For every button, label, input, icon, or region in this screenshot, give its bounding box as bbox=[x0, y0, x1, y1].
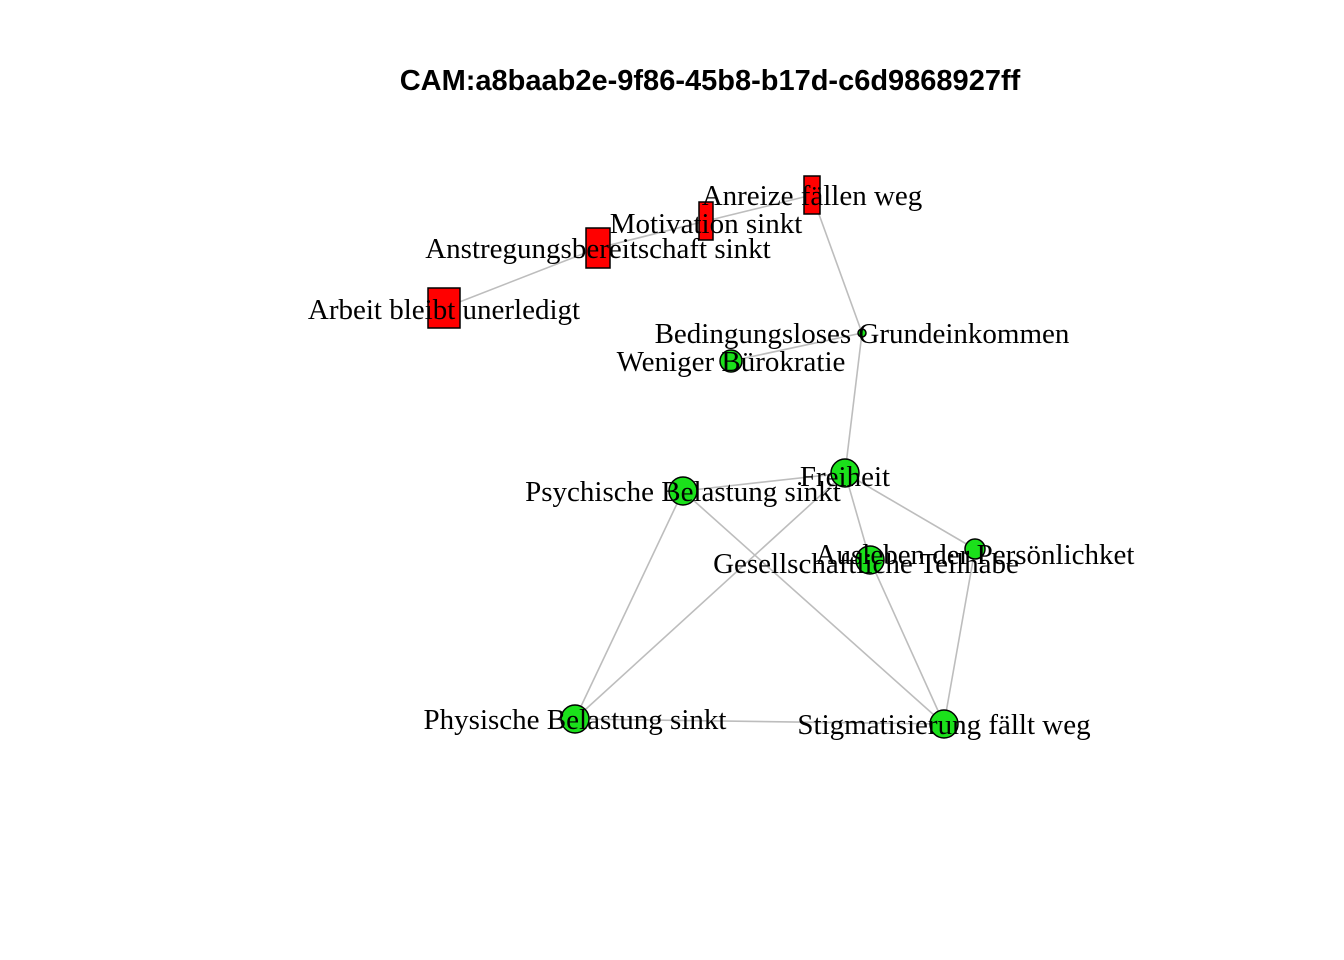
node-arbeit bbox=[427, 287, 461, 329]
node-anreize bbox=[803, 175, 821, 215]
node-label-physisch: Physische Belastung sinkt bbox=[424, 704, 727, 736]
edge-bge-buerokratie bbox=[730, 332, 863, 362]
node-teilhabe bbox=[855, 545, 885, 575]
node-label-arbeit: Arbeit bleibt unerledigt bbox=[308, 294, 580, 326]
node-freiheit bbox=[830, 458, 860, 488]
edge-bge-freiheit bbox=[844, 332, 863, 474]
edge-freiheit-physisch bbox=[574, 472, 846, 720]
node-physisch bbox=[560, 704, 590, 734]
node-label-anstrengung: Anstregungsbereitschaft sinkt bbox=[425, 233, 771, 265]
node-label-freiheit: Freiheit bbox=[800, 461, 890, 493]
edge-freiheit-teilhabe bbox=[844, 472, 871, 561]
node-label-psychisch: Psychische Belastung sinkt bbox=[525, 476, 841, 508]
edge-physisch-stigma bbox=[574, 718, 945, 725]
node-buerokratie bbox=[719, 349, 743, 373]
node-motivation bbox=[698, 201, 714, 241]
node-label-stigma: Stigmatisierung fällt weg bbox=[797, 709, 1090, 741]
edge-psychisch-physisch bbox=[574, 490, 684, 720]
edge-freiheit-psychisch bbox=[682, 472, 846, 492]
node-label-ausleben: Ausleben der Persönlichket bbox=[816, 539, 1135, 571]
node-label-anreize: Anreize fällen weg bbox=[702, 180, 923, 212]
node-label-buerokratie: Weniger Bürokratie bbox=[617, 346, 846, 378]
node-stigma bbox=[929, 709, 959, 739]
node-label-bge: Bedingungsloses Grundeinkommen bbox=[655, 318, 1070, 350]
node-anstrengung bbox=[585, 227, 611, 269]
edge-psychisch-stigma bbox=[682, 490, 945, 725]
edge-layer bbox=[443, 194, 976, 725]
edge-ausleben-stigma bbox=[943, 548, 976, 725]
edge-arbeit-anstrengung bbox=[443, 247, 599, 309]
edge-anreize-bge bbox=[811, 194, 863, 334]
map-title: CAM:a8baab2e-9f86-45b8-b17d-c6d9868927ff bbox=[400, 65, 1021, 97]
node-bge bbox=[857, 328, 867, 338]
node-label-teilhabe: Gesellschaftliche Teilhabe bbox=[713, 548, 1019, 580]
node-layer bbox=[427, 175, 986, 739]
edge-motivation-anreize bbox=[705, 194, 813, 222]
edge-teilhabe-stigma bbox=[869, 559, 945, 725]
edge-freiheit-ausleben bbox=[844, 472, 976, 550]
edge-anstrengung-motivation bbox=[597, 220, 707, 249]
node-label-motivation: Motivation sinkt bbox=[610, 208, 803, 240]
node-psychisch bbox=[668, 476, 698, 506]
node-ausleben bbox=[964, 538, 986, 560]
